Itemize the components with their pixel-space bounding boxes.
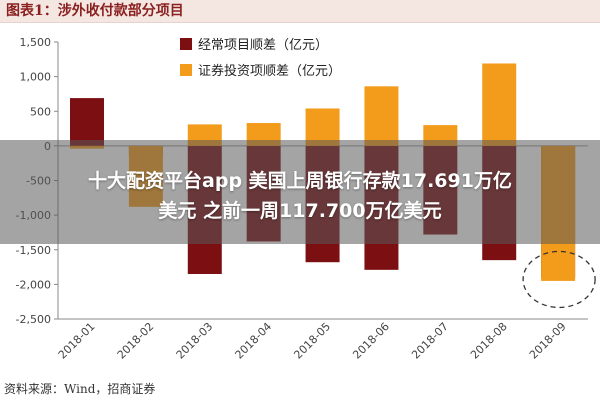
- legend-swatch: [180, 38, 192, 50]
- x-tick-label: 2018-05: [291, 320, 333, 362]
- y-tick-label: -2,500: [16, 313, 51, 326]
- y-tick-label: -2,000: [16, 278, 51, 291]
- annotation-layer: [522, 250, 596, 309]
- overlay-line-1: 十大配资平台app 美国上周银行存款17.691万亿: [88, 170, 512, 192]
- y-tick-label: 1,500: [20, 36, 52, 49]
- x-tick-label: 2018-08: [468, 320, 510, 362]
- legend-label: 经常项目顺差（亿元）: [198, 38, 328, 53]
- legend-swatch: [180, 64, 192, 76]
- chart-legend: 经常项目顺差（亿元） 证券投资项顺差（亿元）: [180, 38, 341, 79]
- header-bar: 图表1：涉外收付款部分项目: [0, 0, 600, 23]
- bar-securities: [305, 108, 340, 146]
- bar-securities: [364, 86, 399, 146]
- y-tick-label: -1,500: [16, 244, 51, 257]
- overlay-band: [0, 140, 600, 244]
- x-tick-label: 2018-07: [409, 320, 451, 362]
- overlay-line-2: 美元 之前一周117.700万亿美元: [158, 200, 442, 222]
- source-note: 资料来源：Wind，招商证券: [4, 382, 156, 396]
- legend-label: 证券投资项顺差（亿元）: [198, 63, 341, 79]
- bar-securities: [482, 63, 517, 146]
- x-tick-label: 2018-06: [350, 320, 392, 362]
- highlight-circle: [522, 250, 596, 309]
- x-tick-label: 2018-02: [115, 320, 157, 362]
- overlay-headline[interactable]: 十大配资平台app 美国上周银行存款17.691万亿 美元 之前一周117.70…: [0, 166, 600, 226]
- x-tick-label: 2018-04: [233, 320, 275, 362]
- x-tick-label: 2018-03: [174, 320, 216, 362]
- y-tick-label: 1,000: [20, 71, 52, 84]
- bar-current-account: [70, 98, 104, 146]
- x-tick-label: 2018-01: [56, 320, 98, 362]
- y-tick-label: 500: [30, 105, 51, 118]
- figure-title: 图表1：涉外收付款部分项目: [6, 3, 184, 19]
- x-tick-label: 2018-09: [527, 320, 569, 362]
